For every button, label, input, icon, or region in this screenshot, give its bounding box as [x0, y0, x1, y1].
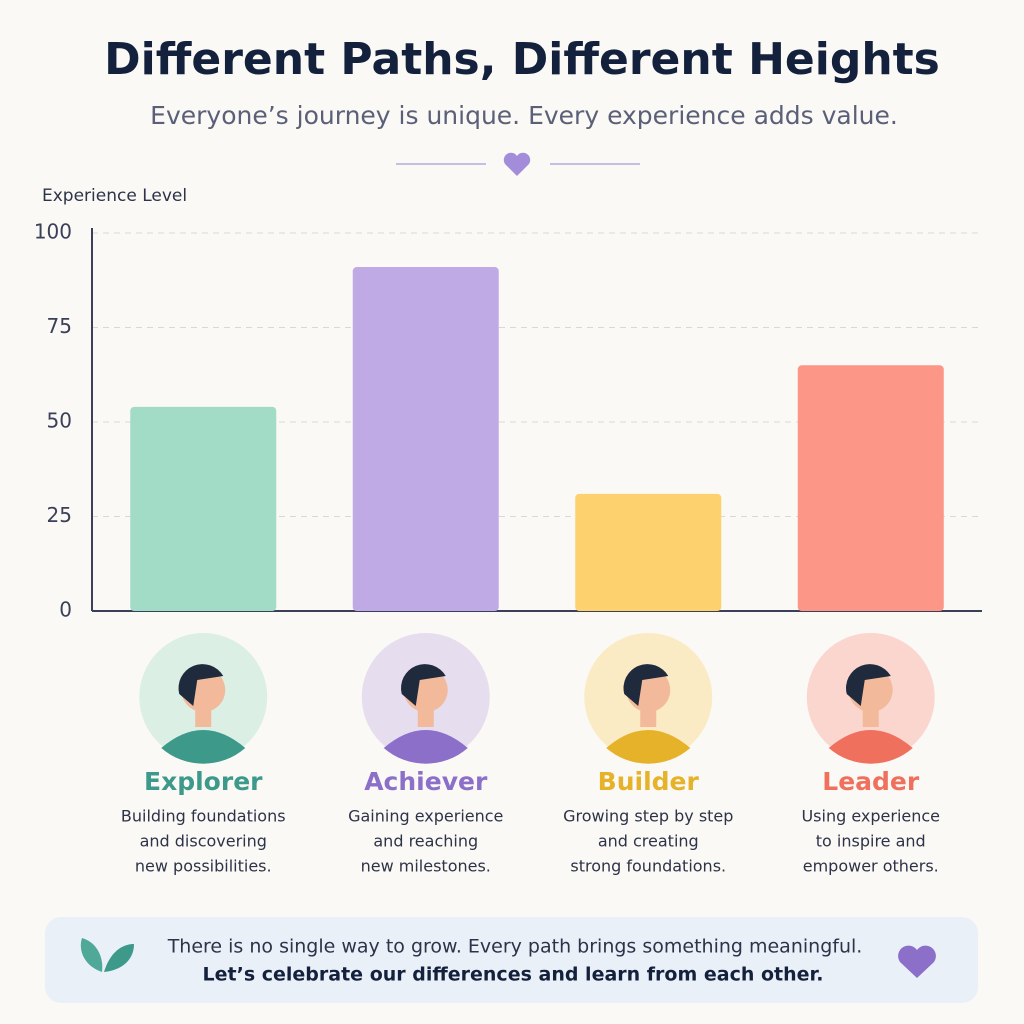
avatar-body: [606, 730, 691, 764]
y-tick-label: 50: [47, 409, 72, 433]
category-description: new possibilities.: [135, 857, 272, 876]
category-description: to inspire and: [816, 832, 926, 851]
y-tick-label: 75: [47, 314, 72, 338]
footer-text: Let’s celebrate our differences and lear…: [203, 964, 824, 986]
footer-box: [45, 917, 978, 1003]
avatar-hair: [178, 664, 224, 706]
category-label: Builder: [598, 767, 700, 796]
category-description: and reaching: [373, 832, 478, 851]
avatar-hair: [623, 664, 669, 706]
y-axis-label: Experience Level: [42, 186, 187, 206]
category-description: Growing step by step: [563, 807, 733, 826]
category-description: new milestones.: [361, 857, 491, 876]
category-description: and creating: [598, 832, 699, 851]
bar: [130, 406, 277, 611]
category-description: empower others.: [803, 857, 939, 876]
avatar-hair: [846, 664, 891, 706]
chart-subtitle: Everyone’s journey is unique. Every expe…: [150, 101, 898, 130]
category-description: Building foundations: [121, 807, 286, 826]
bar: [575, 493, 722, 611]
category-description: Gaining experience: [348, 807, 503, 826]
heart-icon: [898, 945, 936, 978]
category-description: strong foundations.: [570, 857, 726, 876]
avatar-body: [161, 730, 246, 764]
heart-icon: [503, 152, 531, 176]
leaf-icon: [104, 944, 134, 972]
avatar-body: [828, 730, 913, 764]
leaf-icon: [80, 938, 103, 972]
y-tick-label: 0: [59, 598, 72, 622]
y-tick-label: 100: [34, 220, 72, 244]
category-description: and discovering: [140, 832, 267, 851]
avatar-hair: [401, 664, 446, 706]
category-label: Achiever: [364, 767, 488, 796]
category-label: Leader: [822, 767, 920, 796]
chart-title: Different Paths, Different Heights: [104, 34, 940, 85]
footer-text: There is no single way to grow. Every pa…: [167, 936, 863, 958]
avatar-body: [383, 730, 468, 764]
y-tick-label: 25: [47, 503, 72, 527]
bar: [352, 267, 499, 611]
category-label: Explorer: [144, 767, 263, 796]
bar: [797, 365, 944, 611]
category-description: Using experience: [801, 807, 940, 826]
